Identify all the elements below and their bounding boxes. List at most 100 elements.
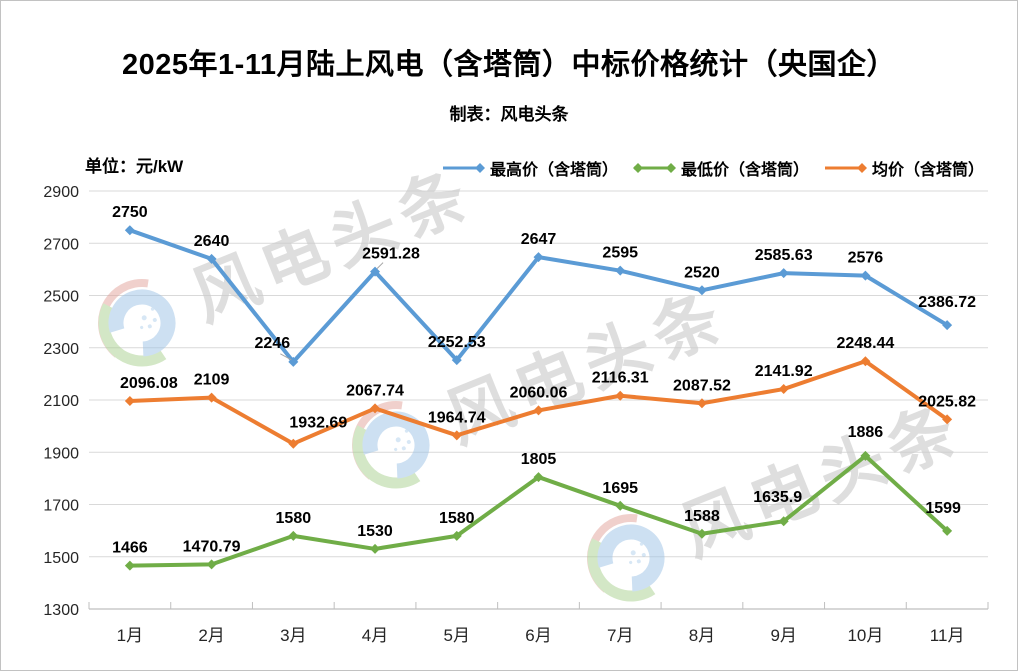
legend-key-min <box>632 163 676 173</box>
data-label-max: 2246 <box>255 335 291 352</box>
y-axis-tick-label: 2900 <box>43 184 79 201</box>
data-label-min: 1466 <box>112 540 148 557</box>
data-label-min: 1805 <box>521 451 557 468</box>
data-point-max <box>778 268 789 279</box>
data-label-avg: 2116.31 <box>592 370 649 387</box>
label-leader-line <box>280 353 292 361</box>
data-label-avg: 2025.82 <box>918 393 976 410</box>
data-label-avg: 2248.44 <box>836 335 894 352</box>
data-label-avg: 2141.92 <box>755 363 813 380</box>
x-axis-tick-label: 8月 <box>689 626 715 645</box>
watermark: 风电头条 <box>98 155 484 367</box>
data-point-min <box>942 525 953 536</box>
data-point-max <box>615 265 626 276</box>
legend-label-min: 最低价（含塔筒） <box>680 162 809 179</box>
data-label-max: 2520 <box>684 264 720 281</box>
data-point-avg <box>451 430 462 441</box>
data-label-min: 1530 <box>357 523 393 540</box>
data-label-avg: 2096.08 <box>120 375 178 392</box>
x-axis-tick-label: 5月 <box>444 626 470 645</box>
x-axis-tick-label: 4月 <box>362 626 388 645</box>
legend-item-min: 最低价（含塔筒） <box>632 156 809 180</box>
x-axis-tick-label: 2月 <box>198 626 224 645</box>
data-point-avg <box>860 356 871 367</box>
data-label-avg: 1932.69 <box>289 415 347 432</box>
data-point-min <box>860 450 871 461</box>
chart-title: 2025年1-11月陆上风电（含塔筒）中标价格统计（央国企） <box>122 49 896 81</box>
legend-label-max: 最高价（含塔筒） <box>489 162 618 179</box>
legend-item-avg: 均价（含塔筒） <box>823 156 984 180</box>
data-point-max <box>451 355 462 366</box>
data-label-min: 1635.9 <box>753 489 802 506</box>
y-axis-tick-label: 1700 <box>43 498 79 515</box>
data-point-avg <box>615 390 626 401</box>
watermark-text: 风电头条 <box>671 390 973 569</box>
data-point-min <box>288 530 299 541</box>
y-axis-tick-label: 2500 <box>43 289 79 306</box>
data-label-min: 1580 <box>276 510 312 527</box>
x-axis-tick-label: 7月 <box>607 626 633 645</box>
x-axis-tick-label: 9月 <box>770 626 796 645</box>
data-point-max <box>533 252 544 263</box>
y-axis-tick-label: 1300 <box>43 602 79 619</box>
data-point-avg <box>942 414 953 425</box>
data-point-avg <box>124 396 135 407</box>
data-point-avg <box>206 392 217 403</box>
legend-item-max: 最高价（含塔筒） <box>441 156 618 180</box>
data-label-min: 1470.79 <box>183 538 241 555</box>
data-point-min <box>206 559 217 570</box>
data-label-min: 1599 <box>925 500 961 517</box>
data-point-avg <box>696 398 707 409</box>
legend-label-avg: 均价（含塔筒） <box>871 162 984 179</box>
data-label-min: 1580 <box>439 510 475 527</box>
y-axis-tick-label: 2700 <box>43 236 79 253</box>
unit-label: 单位：元/kW <box>85 157 184 176</box>
data-point-avg <box>778 384 789 395</box>
data-point-min <box>533 472 544 483</box>
y-axis-tick-label: 2300 <box>43 341 79 358</box>
data-point-avg <box>370 403 381 414</box>
data-label-avg: 1964.74 <box>428 409 486 426</box>
data-label-min: 1588 <box>684 508 720 525</box>
data-label-max: 2595 <box>602 245 638 262</box>
chart-subtitle: 制表：风电头条 <box>449 105 569 124</box>
data-point-min <box>778 516 789 527</box>
data-label-avg: 2067.74 <box>346 382 404 399</box>
data-point-min <box>615 500 626 511</box>
y-axis-tick-label: 2100 <box>43 393 79 410</box>
data-label-max: 2647 <box>521 231 557 248</box>
data-label-avg: 2109 <box>194 372 230 389</box>
data-label-min: 1886 <box>848 424 884 441</box>
data-point-min <box>124 560 135 571</box>
x-axis-tick-label: 11月 <box>930 626 965 645</box>
data-point-min <box>370 543 381 554</box>
data-point-max <box>942 320 953 331</box>
y-axis-tick-label: 1500 <box>43 550 79 567</box>
data-point-max <box>370 266 381 277</box>
x-axis-tick-label: 1月 <box>117 626 143 645</box>
label-leader-line <box>376 262 384 270</box>
x-axis-tick-label: 6月 <box>525 626 551 645</box>
data-label-max: 2252.53 <box>428 334 486 351</box>
data-point-min <box>696 528 707 539</box>
data-point-max <box>696 285 707 296</box>
data-point-max <box>860 270 871 281</box>
data-label-max: 2576 <box>848 250 884 267</box>
legend-key-avg <box>824 163 867 173</box>
data-label-avg: 2060.06 <box>510 384 568 401</box>
data-label-max: 2585.63 <box>755 247 813 264</box>
legend-key-max <box>442 163 485 173</box>
x-axis-tick-label: 10月 <box>847 626 883 645</box>
data-label-max: 2591.28 <box>362 246 420 263</box>
data-point-avg <box>288 438 299 449</box>
data-point-min <box>451 530 462 541</box>
chart-legend: 最高价（含塔筒） 最低价（含塔筒） 均价（含塔筒） <box>441 156 984 180</box>
data-label-avg: 2087.52 <box>673 377 731 394</box>
data-point-avg <box>533 405 544 416</box>
data-point-max <box>124 225 135 236</box>
data-label-max: 2386.72 <box>918 294 976 311</box>
data-label-min: 1695 <box>602 480 638 497</box>
y-axis-tick-label: 1900 <box>43 445 79 462</box>
